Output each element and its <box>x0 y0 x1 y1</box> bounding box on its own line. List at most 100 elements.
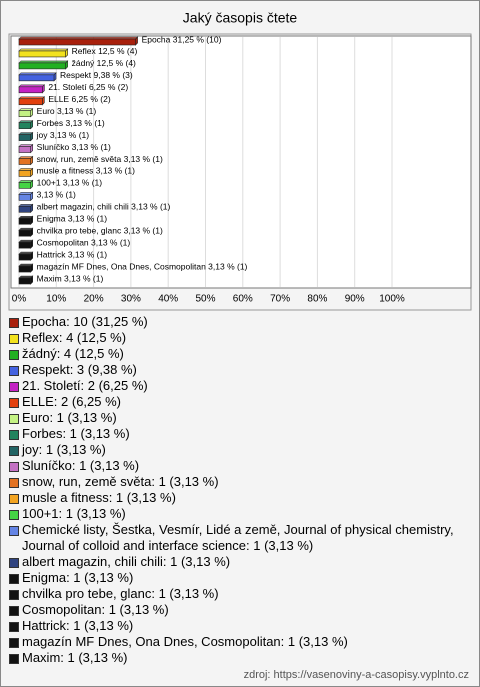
bar-top <box>18 72 57 76</box>
x-tick-label: 80% <box>307 294 327 305</box>
legend-label: 100+1: 1 (3,13 %) <box>22 506 126 521</box>
x-tick-label: 10% <box>46 294 66 305</box>
legend-swatch <box>9 558 19 568</box>
legend-item: Chemické listy, Šestka, Vesmír, Lidé a z… <box>9 522 471 554</box>
bar <box>18 74 55 82</box>
bar <box>18 182 31 189</box>
legend-swatch <box>9 622 19 632</box>
legend-swatch <box>9 638 19 648</box>
legend-label: albert magazin, chili chili: 1 (3,13 %) <box>22 554 231 569</box>
data-label: snow, run, země světa 3,13 % (1) <box>37 154 163 164</box>
legend-swatch <box>9 574 19 584</box>
data-label: Cosmopolitan 3,13 % (1) <box>37 237 131 247</box>
data-label: chvilka pro tebe, glanc 3,13 % (1) <box>37 225 163 235</box>
bar <box>18 50 66 58</box>
legend-item: 100+1: 1 (3,13 %) <box>9 506 471 522</box>
legend-item: Cosmopolitan: 1 (3,13 %) <box>9 602 471 618</box>
legend: Epocha: 10 (31,25 %) Reflex: 4 (12,5 %) žá… <box>9 314 471 666</box>
legend-label: žádný: 4 (12,5 %) <box>22 346 124 361</box>
legend-swatch <box>9 350 19 360</box>
legend-label: musle a fitness: 1 (3,13 %) <box>22 490 176 505</box>
legend-swatch <box>9 494 19 504</box>
legend-item: musle a fitness: 1 (3,13 %) <box>9 490 471 506</box>
data-label: musle a fitness 3,13 % (1) <box>37 166 135 176</box>
legend-item: snow, run, země světa: 1 (3,13 %) <box>9 474 471 490</box>
legend-item: Forbes: 1 (3,13 %) <box>9 426 471 442</box>
bar <box>18 134 31 141</box>
x-tick-label: 60% <box>233 294 253 305</box>
bar <box>18 86 43 94</box>
data-label: 3,13 % (1) <box>37 190 76 200</box>
bar <box>18 265 31 273</box>
bar <box>18 241 31 249</box>
legend-label: ELLE: 2 (6,25 %) <box>22 394 121 409</box>
legend-label: Enigma: 1 (3,13 %) <box>22 570 134 585</box>
legend-swatch <box>9 430 19 440</box>
bar-top <box>18 84 46 88</box>
legend-item: Epocha: 10 (31,25 %) <box>9 314 471 330</box>
legend-swatch <box>9 318 19 328</box>
legend-item: chvilka pro tebe, glanc: 1 (3,13 %) <box>9 586 471 602</box>
data-label: Forbes 3,13 % (1) <box>37 118 105 128</box>
data-label: albert magazin, chili chili 3,13 % (1) <box>37 202 171 212</box>
legend-label: Reflex: 4 (12,5 %) <box>22 330 127 345</box>
legend-item: magazín MF Dnes, Ona Dnes, Cosmopolitan:… <box>9 634 471 650</box>
data-label: ELLE 6,25 % (2) <box>48 94 111 104</box>
legend-swatch <box>9 398 19 408</box>
data-label: žádný 12,5 % (4) <box>72 58 136 68</box>
legend-swatch <box>9 590 19 600</box>
bar <box>18 277 31 285</box>
legend-item: Enigma: 1 (3,13 %) <box>9 570 471 586</box>
data-label: Sluníčko 3,13 % (1) <box>37 142 111 152</box>
legend-label: Hattrick: 1 (3,13 %) <box>22 618 134 633</box>
data-label: magazín MF Dnes, Ona Dnes, Cosmopolitan … <box>37 261 248 271</box>
legend-swatch <box>9 478 19 488</box>
chart: Jaký časopis čtete 0% 10% 20% 30% 40% 50% 60% 7… <box>8 10 472 311</box>
legend-item: Reflex: 4 (12,5 %) <box>9 330 471 346</box>
data-label: Maxim 3,13 % (1) <box>37 273 104 283</box>
legend-item: Sluníčko: 1 (3,13 %) <box>9 458 471 474</box>
x-tick-label: 20% <box>84 294 104 305</box>
legend-swatch <box>9 446 19 456</box>
legend-label: Euro: 1 (3,13 %) <box>22 410 117 425</box>
legend-label: Forbes: 1 (3,13 %) <box>22 426 130 441</box>
x-tick-label: 40% <box>158 294 178 305</box>
legend-label: chvilka pro tebe, glanc: 1 (3,13 %) <box>22 586 219 601</box>
x-tick-label: 100% <box>379 294 405 305</box>
legend-item: Respekt: 3 (9,38 %) <box>9 362 471 378</box>
bar-top <box>18 96 46 100</box>
source: zdroj: https://vasenoviny-a-casopisy.vyp… <box>243 669 469 681</box>
legend-swatch <box>9 382 19 392</box>
legend-swatch <box>9 526 19 536</box>
data-label: Respekt 9,38 % (3) <box>60 70 133 80</box>
legend-item: Maxim: 1 (3,13 %) <box>9 650 471 666</box>
bar <box>18 217 31 225</box>
bar <box>18 146 31 153</box>
data-label: 100+1 3,13 % (1) <box>37 178 103 188</box>
bar <box>18 253 31 261</box>
bar <box>18 170 31 177</box>
legend-item: ELLE: 2 (6,25 %) <box>9 394 471 410</box>
legend-label: 21. Století: 2 (6,25 %) <box>22 378 148 393</box>
x-tick-label: 90% <box>345 294 365 305</box>
legend-label: Chemické listy, Šestka, Vesmír, Lidé a z… <box>22 522 454 553</box>
data-label: Hattrick 3,13 % (1) <box>37 249 108 259</box>
legend-swatch <box>9 654 19 664</box>
data-label: Euro 3,13 % (1) <box>37 106 97 116</box>
x-tick-label: 30% <box>121 294 141 305</box>
bar <box>18 194 31 201</box>
legend-item: 21. Století: 2 (6,25 %) <box>9 378 471 394</box>
data-label: Reflex 12,5 % (4) <box>72 46 138 56</box>
legend-label: Cosmopolitan: 1 (3,13 %) <box>22 602 169 617</box>
legend-swatch <box>9 334 19 344</box>
data-label: 21. Století 6,25 % (2) <box>48 82 128 92</box>
chart-title: Jaký časopis čtete <box>183 10 298 26</box>
bar <box>18 158 31 165</box>
legend-item: albert magazin, chili chili: 1 (3,13 %) <box>9 554 471 570</box>
legend-item: joy: 1 (3,13 %) <box>9 442 471 458</box>
bar <box>18 229 31 237</box>
bar <box>18 62 66 70</box>
bar <box>18 38 136 46</box>
legend-label: Sluníčko: 1 (3,13 %) <box>22 458 140 473</box>
